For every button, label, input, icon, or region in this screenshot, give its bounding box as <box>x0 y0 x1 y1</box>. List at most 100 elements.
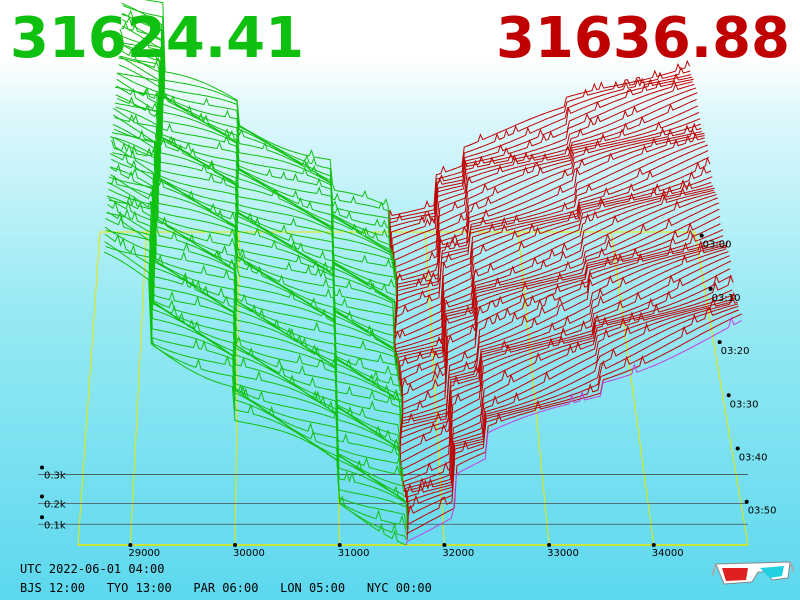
ask-depth-curve <box>402 202 719 408</box>
bid-depth-curve <box>104 241 407 540</box>
x-tick-dot <box>233 543 238 547</box>
bid-depth-curve <box>118 42 397 296</box>
grid-line-29000 <box>129 231 147 546</box>
ask-depth-curve <box>406 294 734 503</box>
bid-depth-curve <box>112 152 403 413</box>
bid-depth-curve <box>106 195 406 503</box>
ask-depth-curve <box>402 208 720 413</box>
bid-depth-curve <box>110 163 401 434</box>
ask-depth-curve <box>403 274 732 487</box>
ask-depth-curve <box>395 135 705 323</box>
bid-depth-curve <box>113 107 401 392</box>
ask-depth-curve <box>391 78 693 259</box>
timezone-nyc: NYC 00:00 <box>366 581 432 595</box>
ask-depth-curve <box>407 291 737 514</box>
ask-depth-curve <box>396 176 713 365</box>
x-tick-label-32000: 32000 <box>442 548 474 559</box>
bid-depth-curve <box>122 16 391 248</box>
x-tick-dot <box>547 543 552 547</box>
bid-depth-curve <box>105 216 408 524</box>
timezone-row: BJS 12:00 TYO 13:00 PAR 06:00 LON 05:00 … <box>20 581 432 595</box>
ask-depth-curve <box>395 132 705 328</box>
ask-depth-curve <box>396 122 702 307</box>
ask-depth-curve <box>394 156 711 354</box>
bid-depth-curve <box>120 39 395 275</box>
ask-depth-curve <box>396 123 701 301</box>
timezone-par: PAR 06:00 <box>193 581 281 595</box>
ask-depth-curve <box>401 235 724 434</box>
bid-depth-curve <box>115 85 395 349</box>
bid-depth-curve <box>113 137 400 386</box>
ask-depth-curve <box>400 239 724 439</box>
bid-depth-curve <box>120 21 394 270</box>
bid-depth-curve <box>113 128 399 381</box>
z-tick-label: 03:00 <box>703 240 732 251</box>
y-tick-label: 0.2k <box>44 500 66 511</box>
grid-line-30000 <box>234 231 240 546</box>
ask-price: 31636.88 <box>495 6 790 71</box>
ask-depth-curve <box>400 191 716 392</box>
3d-glasses-icon[interactable] <box>712 556 794 592</box>
bid-depth-curve <box>121 9 393 264</box>
z-tick-dot <box>699 233 704 238</box>
x-tick-dot <box>337 543 342 547</box>
bid-depth-curve <box>114 102 397 370</box>
bid-depth-curve <box>104 226 408 530</box>
bid-depth-curve <box>119 28 396 286</box>
y-tick-dot <box>40 465 44 470</box>
x-tick-label-30000: 30000 <box>233 548 265 559</box>
bid-depth-curve <box>109 166 400 455</box>
grid-line-34000 <box>610 231 655 546</box>
z-tick-dot <box>717 340 722 345</box>
bid-depth-curve <box>115 106 396 360</box>
bid-depth-curve <box>116 78 395 344</box>
bid-depth-curve <box>111 139 402 424</box>
ask-depth-curve <box>400 251 729 466</box>
ask-depth-curve <box>396 118 701 296</box>
z-tick-label: 03:50 <box>748 506 777 517</box>
ask-depth-curve <box>407 303 739 524</box>
bid-depth-curve <box>122 5 390 238</box>
bid-depth-curve <box>112 136 403 408</box>
bid-depth-curve <box>109 174 400 461</box>
ask-depth-curve <box>399 189 714 386</box>
ask-depth-curve <box>390 73 693 248</box>
ask-depth-curve <box>406 316 742 545</box>
ask-depth-curve <box>395 165 712 360</box>
ask-depth-curve <box>396 180 712 370</box>
ask-depth-curve <box>401 194 717 397</box>
y-tick-label: 0.1k <box>44 520 66 531</box>
x-tick-label-34000: 34000 <box>652 548 684 559</box>
ask-depth-curve <box>406 297 736 508</box>
y-tick-dot <box>40 515 44 520</box>
chart-grid <box>38 231 749 546</box>
bid-depth-curve <box>119 42 397 291</box>
utc-timestamp: UTC 2022-06-01 04:00 <box>20 562 165 576</box>
ask-depth-curve <box>407 293 738 519</box>
ask-depth-curve <box>404 274 734 492</box>
ask-depth-curve <box>392 82 695 264</box>
bid-depth-curve <box>120 55 396 280</box>
bid-depth-curve <box>109 152 400 450</box>
y-tick-dot <box>40 494 44 499</box>
ask-depth-curve <box>401 260 732 476</box>
ask-depth-curve <box>407 309 739 535</box>
ask-depth-curve <box>393 87 697 270</box>
timezone-tyo: TYO 13:00 <box>106 581 194 595</box>
bid-depth-curve <box>117 86 396 328</box>
ask-depth-curve <box>394 156 710 349</box>
x-tick-dot <box>651 543 656 547</box>
x-tick-label-29000: 29000 <box>128 548 160 559</box>
bid-depth-curve <box>107 197 403 482</box>
bid-depth-curve <box>118 55 397 302</box>
bid-depth-curve <box>108 194 400 466</box>
ask-depth-curve <box>400 255 730 471</box>
ask-depth-curve <box>406 313 742 540</box>
ask-depth-curve <box>395 105 699 286</box>
x-tick-dot <box>128 543 133 547</box>
ask-depth-curve <box>397 185 714 376</box>
ask-depth-curve <box>398 186 715 381</box>
z-tick-label: 03:10 <box>712 293 741 304</box>
bid-depth-curve <box>108 188 402 477</box>
bid-depth-curve <box>106 208 407 508</box>
